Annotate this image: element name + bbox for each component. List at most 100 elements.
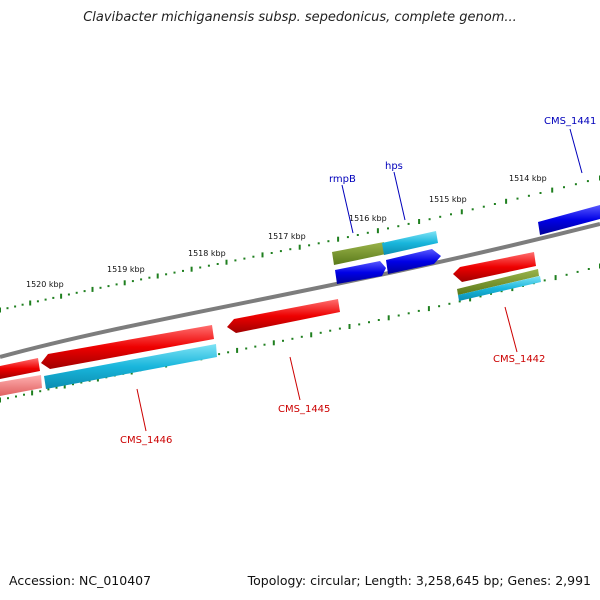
genome-backbone <box>0 222 600 359</box>
ruler-tick-inner <box>368 321 370 324</box>
ruler-tick-inner <box>338 327 341 330</box>
ruler-tick <box>366 231 369 234</box>
ruler-tick-inner <box>387 315 390 321</box>
genome-summary-text: Topology: circular; Length: 3,258,645 bp… <box>247 573 591 588</box>
ruler-tick <box>261 252 264 258</box>
ruler-tick <box>482 205 485 208</box>
ruler-tick <box>216 263 219 265</box>
ruler-tick-inner <box>397 314 400 317</box>
ruler-tick-inner <box>358 323 361 326</box>
ruler-label-1519: 1519 kbp <box>107 265 145 274</box>
gene-hps-arrow-feature[interactable] <box>386 249 441 274</box>
ruler-tick <box>407 222 410 225</box>
gene-label-cms1442[interactable]: CMS_1442 <box>493 354 545 365</box>
ruler-tick-inner <box>490 292 492 295</box>
ruler-tick <box>36 300 39 303</box>
gene-label-cms1441[interactable]: CMS_1441 <box>544 116 596 127</box>
gene-left-pink-feature[interactable] <box>0 375 42 396</box>
ruler-tick <box>83 290 86 293</box>
ruler-tick <box>376 228 379 234</box>
reverse-strand-features <box>0 252 541 396</box>
gene-cms1445-feature[interactable] <box>227 299 340 333</box>
ruler-tick <box>387 227 389 230</box>
ruler-tick-inner <box>72 383 74 386</box>
gene-cms1441-feature[interactable] <box>538 205 600 235</box>
ruler-tick <box>115 283 118 286</box>
ruler-tick-inner <box>254 345 257 348</box>
ruler-tick <box>439 215 442 218</box>
ruler-tick-inner <box>55 386 58 389</box>
ruler-tick <box>60 293 63 299</box>
gene-label-cms1445[interactable]: CMS_1445 <box>278 404 330 415</box>
gene-label-rmpb[interactable]: rmpB <box>329 174 356 185</box>
ruler-tick <box>99 286 102 289</box>
ruler-tick <box>346 236 349 239</box>
ruler-tick-inner <box>300 335 303 338</box>
gene-cms1446-feature[interactable] <box>41 325 214 369</box>
ruler-tick-inner <box>227 351 230 354</box>
ruler-tick <box>199 266 202 269</box>
ruler-tick <box>148 276 151 279</box>
ruler-tick <box>156 273 159 279</box>
ruler-tick-inner <box>565 273 568 276</box>
ruler-tick <box>29 300 32 306</box>
ruler-tick <box>574 183 577 186</box>
ruler-tick <box>337 236 340 242</box>
ruler-tick <box>289 248 292 251</box>
ruler-tick-inner <box>348 324 351 329</box>
ruler-tick-inner <box>427 306 430 312</box>
ruler-tick <box>234 259 237 262</box>
ruler-tick-inner <box>80 381 83 384</box>
ruler-tick-inner <box>218 353 221 356</box>
ruler-tick <box>0 307 1 313</box>
label-leaders <box>136 128 583 432</box>
ruler-tick-inner <box>15 395 17 398</box>
gene-cms1442-cds2-feature[interactable] <box>458 276 541 301</box>
ruler-tick-inner <box>417 309 420 312</box>
ruler-tick <box>123 280 126 286</box>
ruler-label-1515: 1515 kbp <box>429 195 467 204</box>
ruler-tick-inner <box>236 347 239 353</box>
ruler-tick-inner <box>0 397 1 403</box>
ruler-tick <box>6 307 9 310</box>
ruler-tick <box>317 242 320 245</box>
ruler-tick <box>516 197 519 200</box>
ruler-tick <box>356 234 359 236</box>
ruler-tick-inner <box>407 312 410 315</box>
ruler-tick-inner <box>31 390 34 396</box>
accession-text: Accession: NC_010407 <box>9 573 152 588</box>
gene-left-red-feature[interactable] <box>0 358 40 379</box>
gene-rmpb-feature[interactable] <box>335 261 386 284</box>
ruler-tick <box>450 213 452 216</box>
ruler-tick-inner <box>458 300 461 303</box>
ruler-tick-inner <box>291 337 294 340</box>
ruler-tick-inner <box>479 295 482 298</box>
gene-cms1442-feature[interactable] <box>453 252 536 282</box>
gene-cms1446-cds-feature[interactable] <box>44 344 217 389</box>
ruler-labels: 1520 kbp 1519 kbp 1518 kbp 1517 kbp 1516… <box>26 174 547 289</box>
ruler-tick-inner <box>500 290 503 293</box>
ruler-tick <box>67 293 70 296</box>
ruler-tick <box>182 269 184 272</box>
ruler-tick <box>527 194 530 197</box>
gene-label-cms1446[interactable]: CMS_1446 <box>120 435 172 446</box>
ruler-tick-inner <box>576 270 579 273</box>
gene-label-hps[interactable]: hps <box>385 161 403 172</box>
ruler-tick-inner <box>63 383 66 389</box>
ruler-tick <box>539 192 542 194</box>
ruler-tick-inner <box>377 319 380 321</box>
ruler-tick <box>173 271 176 274</box>
ruler-label-1516: 1516 kbp <box>349 214 387 223</box>
gene-cms1442-cds-feature[interactable] <box>457 269 539 295</box>
ruler-tick <box>563 186 565 189</box>
ruler-tick-inner <box>310 332 313 338</box>
gene-hps-cds-feature[interactable] <box>332 242 386 265</box>
ruler-label-1514: 1514 kbp <box>509 174 547 183</box>
ruler-label-1520: 1520 kbp <box>26 280 64 289</box>
ruler-tick-inner <box>438 305 441 308</box>
ruler-tick <box>397 225 400 228</box>
ruler-tick <box>165 273 168 276</box>
gene-hps-feature[interactable] <box>382 231 438 255</box>
ruler-tick <box>327 240 330 243</box>
